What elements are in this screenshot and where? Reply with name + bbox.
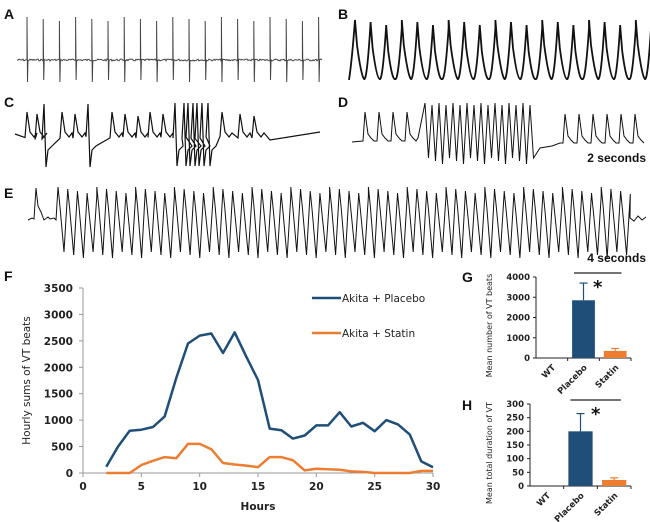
chart-f-x-tick-label: 0 bbox=[79, 481, 86, 493]
chart-h-y-tick-label: 50 bbox=[512, 468, 524, 478]
chart-f-y-tick-label: 3000 bbox=[44, 309, 73, 321]
chart-f-y-tick-label: 1000 bbox=[44, 415, 73, 427]
chart-f-y-tick-label: 0 bbox=[66, 468, 73, 480]
panel-label-e: E bbox=[4, 185, 13, 201]
chart-f-x-tick-label: 15 bbox=[251, 481, 266, 493]
chart-h-bar: 0 50 100 150 200 250 300 WT Placebo Statin * Mean t… bbox=[485, 399, 632, 522]
ecg-trace-b bbox=[348, 19, 650, 81]
chart-g-y-tick-label: 1000 bbox=[506, 334, 530, 344]
chart-f-y-tick-label: 2000 bbox=[44, 362, 73, 374]
chart-f-y-tick-label: 1500 bbox=[44, 389, 73, 401]
panel-label-c: C bbox=[4, 94, 14, 110]
chart-g-y-tick-label: 3000 bbox=[506, 293, 530, 303]
chart-h-y-tick-label: 250 bbox=[506, 414, 524, 424]
chart-g-y-tick-label: 0 bbox=[524, 354, 530, 364]
chart-f-y-tick-label: 3500 bbox=[44, 283, 73, 295]
chart-h-y-tick-label: 150 bbox=[506, 441, 524, 451]
chart-f-legend-label-0: Akita + Placebo bbox=[342, 293, 425, 305]
chart-f-x-tick-label: 5 bbox=[138, 481, 145, 493]
panel-label-d: D bbox=[338, 94, 348, 110]
ecg-trace-a bbox=[16, 16, 323, 83]
chart-h-y-tick-label: 200 bbox=[506, 427, 524, 437]
panel-label-a: A bbox=[4, 6, 14, 22]
panel-label-f: F bbox=[4, 268, 13, 284]
chart-h-bar-placebo bbox=[568, 431, 593, 486]
chart-h-x-tick-label: WT bbox=[535, 491, 553, 509]
chart-g-y-axis-title: Mean number of VT beats bbox=[485, 274, 494, 377]
chart-h-y-tick-label: 0 bbox=[518, 482, 524, 492]
chart-g-significance-star: * bbox=[593, 277, 603, 298]
chart-h-y-tick-label: 300 bbox=[506, 400, 524, 410]
panel-label-b: B bbox=[338, 6, 348, 22]
chart-h-bar-statin bbox=[602, 479, 627, 486]
ecg-trace-c bbox=[14, 102, 321, 168]
chart-f-series-placebo-line bbox=[105, 331, 434, 469]
ecg-trace-d bbox=[351, 102, 645, 165]
chart-h-x-tick-label: Placebo bbox=[553, 491, 587, 522]
scale-bar-4-seconds: 4 seconds bbox=[587, 251, 646, 265]
chart-f-x-tick-label: 30 bbox=[426, 481, 441, 493]
chart-g-bar-statin bbox=[603, 350, 627, 358]
chart-f-legend-label-1: Akita + Statin bbox=[342, 328, 415, 340]
chart-h-y-axis-title: Mean total duration of VT bbox=[485, 402, 494, 504]
ecg-trace-e bbox=[27, 186, 647, 259]
chart-f-x-axis-title: Hours bbox=[241, 501, 276, 513]
chart-g-x-tick-label: Placebo bbox=[556, 363, 590, 397]
chart-g-y-tick-label: 2000 bbox=[506, 314, 530, 324]
chart-f-series-statin-line bbox=[106, 442, 433, 475]
chart-f-x-tick-label: 20 bbox=[309, 481, 324, 493]
chart-f-y-tick-label: 2500 bbox=[44, 336, 73, 348]
chart-f-y-tick-label: 500 bbox=[51, 442, 73, 454]
panel-label-h: H bbox=[462, 397, 472, 413]
panel-label-g: G bbox=[462, 269, 473, 285]
chart-f-line: 0 500 1000 1500 2000 2500 3000 3500 0 5 10 15 20 25 30… bbox=[21, 283, 440, 513]
chart-f-y-axis-title: Hourly sums of VT beats bbox=[21, 316, 33, 444]
chart-h-y-tick-label: 100 bbox=[506, 455, 524, 465]
chart-g-bar-placebo bbox=[572, 300, 595, 358]
chart-g-x-tick-label: Statin bbox=[594, 363, 622, 391]
chart-h-x-tick-label: Statin bbox=[593, 491, 621, 519]
chart-f-x-tick-label: 25 bbox=[367, 481, 382, 493]
chart-g-y-tick-label: 4000 bbox=[506, 273, 530, 283]
scale-bar-2-seconds: 2 seconds bbox=[587, 151, 646, 165]
chart-f-x-tick-label: 10 bbox=[192, 481, 207, 493]
chart-h-significance-star: * bbox=[591, 404, 601, 425]
chart-g-x-tick-label: WT bbox=[540, 363, 558, 381]
